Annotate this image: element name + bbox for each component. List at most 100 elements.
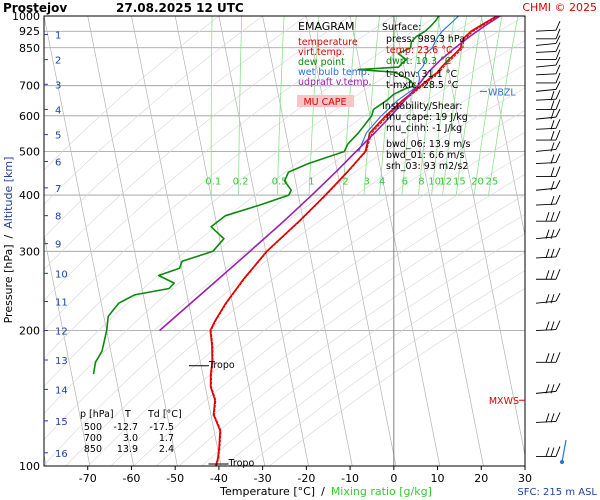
altitude-tick-label: 6 — [55, 157, 61, 168]
wind-barb — [535, 35, 561, 46]
wind-barb — [536, 72, 561, 84]
wind-barb — [536, 269, 561, 280]
wind-barb — [535, 383, 561, 394]
mixing-ratio-line — [473, 16, 503, 196]
series-temperature — [209, 16, 498, 466]
dry-adiabat — [44, 16, 394, 301]
legend-entry: temperature — [298, 37, 358, 48]
tropopause-label: Tropo — [228, 458, 255, 469]
wind-barb — [535, 153, 561, 165]
mixing-ratio-line — [418, 16, 441, 196]
mixing-ratio-line — [210, 16, 213, 196]
dry-adiabat — [88, 132, 525, 466]
wbzl-label: WBZL — [488, 87, 516, 98]
sounding-datetime: 27.08.2025 12 UTC — [116, 1, 244, 15]
pressure-tick-label: 500 — [19, 145, 40, 158]
mixing-ratio-line — [488, 16, 519, 196]
x-tick-label: 10 — [431, 472, 445, 485]
altitude-tick-label: 14 — [55, 385, 68, 396]
mixing-ratio-label: 4 — [379, 177, 385, 188]
dry-adiabat — [44, 16, 220, 171]
surface-wind-vector — [561, 439, 567, 463]
table-cell: -17.5 — [149, 422, 174, 433]
bwd-01: bwd_01: 6.6 m/s — [386, 150, 464, 161]
chart-title: EMAGRAM — [298, 20, 355, 33]
credit-text: CHMI © 2025 — [522, 1, 597, 14]
altitude-tick-label: 13 — [55, 356, 68, 367]
dry-adiabat — [224, 251, 525, 466]
wind-barb — [536, 99, 561, 110]
table-cell: 13.9 — [117, 444, 138, 455]
wind-barb — [535, 56, 561, 68]
legend-entry: virt.temp. — [298, 47, 345, 58]
surface-title: Surface: — [382, 22, 421, 33]
wind-barb — [535, 412, 561, 423]
mixing-ratio-line — [238, 16, 243, 196]
wind-barb — [536, 211, 561, 222]
y-axis-label-altitude: Altitude [km] — [2, 157, 15, 229]
surface-dwpt: dwpt: 10.3 °C — [386, 56, 452, 67]
x-tick-label: -50 — [166, 472, 184, 485]
wind-barb — [536, 166, 561, 177]
table-cell: 3.0 — [123, 433, 138, 444]
altitude-tick-label: 15 — [55, 417, 68, 428]
dry-adiabat — [178, 213, 525, 466]
altitude-tick-label: 8 — [55, 212, 61, 223]
altitude-tick-label: 10 — [55, 269, 68, 280]
wind-barb — [535, 90, 561, 101]
pressure-tick-label: 600 — [19, 110, 40, 123]
x-tick-label: 30 — [518, 472, 532, 485]
isotherm-line — [306, 16, 397, 466]
altitude-tick-label: 1 — [55, 30, 61, 41]
dry-adiabat — [44, 16, 263, 205]
wind-barbs — [535, 21, 567, 464]
mixing-ratio-line — [455, 16, 483, 196]
series-udpraft-v-temp- — [159, 16, 501, 332]
surface-press: press: 989.3 hPa — [386, 34, 465, 45]
wind-barb — [535, 180, 561, 191]
mixing-ratio-line — [431, 16, 455, 196]
dry-adiabat — [44, 16, 525, 388]
station-name: Prostejov — [3, 1, 67, 15]
x-tick-label: -30 — [254, 472, 272, 485]
mixing-ratio-label: 12 — [439, 177, 452, 188]
wind-barb — [535, 64, 561, 76]
pressure-tick-label: 1000 — [12, 10, 40, 23]
isotherm-line — [480, 16, 525, 238]
wind-barb — [535, 194, 561, 206]
mixing-ratio-label: 15 — [453, 177, 466, 188]
dry-adiabat — [44, 16, 351, 270]
table-cell: 850 — [84, 444, 102, 455]
altitude-tick-label: 12 — [55, 327, 68, 338]
mixing-ratio-label: 10 — [428, 177, 441, 188]
wind-barb — [535, 228, 561, 240]
table-cell: 500 — [84, 422, 102, 433]
surface-temp: temp: 23.6 °C — [386, 45, 453, 56]
wind-barb — [536, 446, 561, 457]
pressure-tick-label: 400 — [19, 189, 40, 202]
wind-barb — [535, 119, 561, 130]
plot-border — [43, 15, 526, 467]
mixing-ratio-label: 0.1 — [205, 177, 221, 188]
tropopause-label: Tropo — [208, 360, 235, 371]
isotherm-line — [393, 16, 484, 466]
wind-barb — [535, 21, 561, 32]
t-mxfc: t-mxfc: 28.5 °C — [386, 80, 459, 91]
mu-cape-badge — [297, 95, 354, 107]
axis-ticks: -70 -60 -50 -40 -30 -20 -10 0 10 20 30 100 200 300 400… — [12, 10, 532, 485]
y-axis-label: Pressure [hPa] / Altitude [km] — [2, 157, 15, 324]
table-cell: -12.7 — [113, 422, 138, 433]
table-header: Td [°C] — [147, 409, 182, 420]
x-axis-label: Temperature [°C] / Mixing ratio [g/kg] — [219, 485, 432, 498]
x-axis-label-temp: Temperature [°C] — [219, 485, 315, 498]
isotherm-line — [524, 16, 525, 18]
mixing-ratio-line — [277, 16, 285, 196]
isotherm-line — [44, 16, 134, 466]
sfc-altitude: SFC: 215 m ASL — [517, 487, 597, 498]
x-tick-label: -40 — [210, 472, 228, 485]
surface-wind-dot — [560, 460, 564, 464]
x-tick-label: 0 — [390, 472, 397, 485]
